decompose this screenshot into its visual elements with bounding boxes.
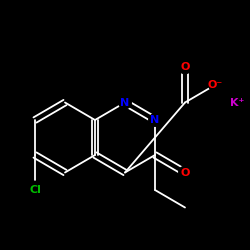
Text: Cl: Cl <box>29 185 41 195</box>
Text: O: O <box>180 168 190 177</box>
Circle shape <box>209 79 221 91</box>
Circle shape <box>179 166 191 179</box>
Circle shape <box>179 61 191 74</box>
Text: N: N <box>120 98 130 108</box>
Text: K⁺: K⁺ <box>230 98 245 108</box>
Circle shape <box>149 114 161 126</box>
Circle shape <box>231 96 244 109</box>
Text: O⁻: O⁻ <box>208 80 223 90</box>
Circle shape <box>119 96 131 109</box>
Text: N: N <box>150 115 160 125</box>
Text: O: O <box>180 62 190 72</box>
Circle shape <box>26 181 44 199</box>
